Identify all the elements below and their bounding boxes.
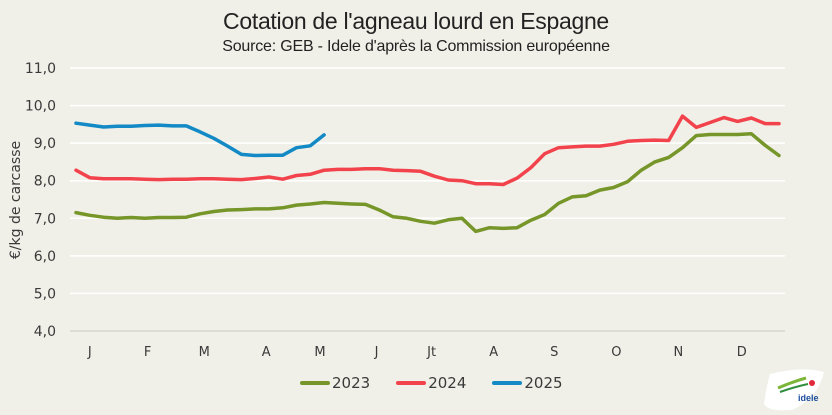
legend: 2023 2024 2025 [300,374,563,392]
x-tick-label: Jt [426,345,436,360]
x-tick-label: M [199,345,210,360]
y-tick-label: 7,0 [34,211,56,227]
x-tick-label: D [737,345,747,360]
series-line-2023 [74,132,781,234]
x-tick-label: O [611,345,621,360]
legend-label-2024: 2024 [428,374,467,392]
x-tick-label: N [674,345,684,360]
gridlines [70,67,785,332]
x-axis-ticks: J F M A M J Jt A S O N D [87,345,747,360]
x-tick-label: J [87,345,92,360]
y-axis-label: €/kg de carcasse [8,141,24,259]
y-tick-label: 11,0 [25,61,56,77]
x-tick-label: M [314,345,325,360]
legend-item-2025: 2025 [492,374,563,392]
series-line-2024 [74,114,781,187]
series-lines [74,114,781,234]
legend-swatch-2024 [396,381,427,385]
y-tick-label: 9,0 [34,136,56,152]
legend-swatch-2023 [300,381,330,385]
y-tick-label: 8,0 [34,174,56,190]
chart-subtitle: Source: GEB - Idele d'après la Commissio… [222,38,610,55]
chart-title: Cotation de l'agneau lourd en Espagne [223,8,609,34]
x-tick-label: F [144,345,151,360]
y-tick-label: 5,0 [34,286,56,302]
logo-text: idele [798,393,819,403]
x-tick-label: A [489,345,498,360]
series-line-2025 [74,121,326,158]
y-axis-ticks: 4,0 5,0 6,0 7,0 8,0 9,0 10,0 11,0 [25,61,56,340]
legend-swatch-2025 [492,381,523,385]
legend-item-2024: 2024 [396,374,466,392]
y-tick-label: 4,0 [34,324,56,340]
x-tick-label: A [262,345,271,360]
x-tick-label: S [550,345,558,360]
y-tick-label: 6,0 [34,249,56,265]
y-tick-label: 10,0 [25,99,56,115]
legend-label-2023: 2023 [332,374,371,392]
idele-logo: idele [764,369,824,411]
legend-item-2023: 2023 [300,374,370,392]
legend-label-2025: 2025 [524,374,563,392]
x-tick-label: J [374,345,379,360]
